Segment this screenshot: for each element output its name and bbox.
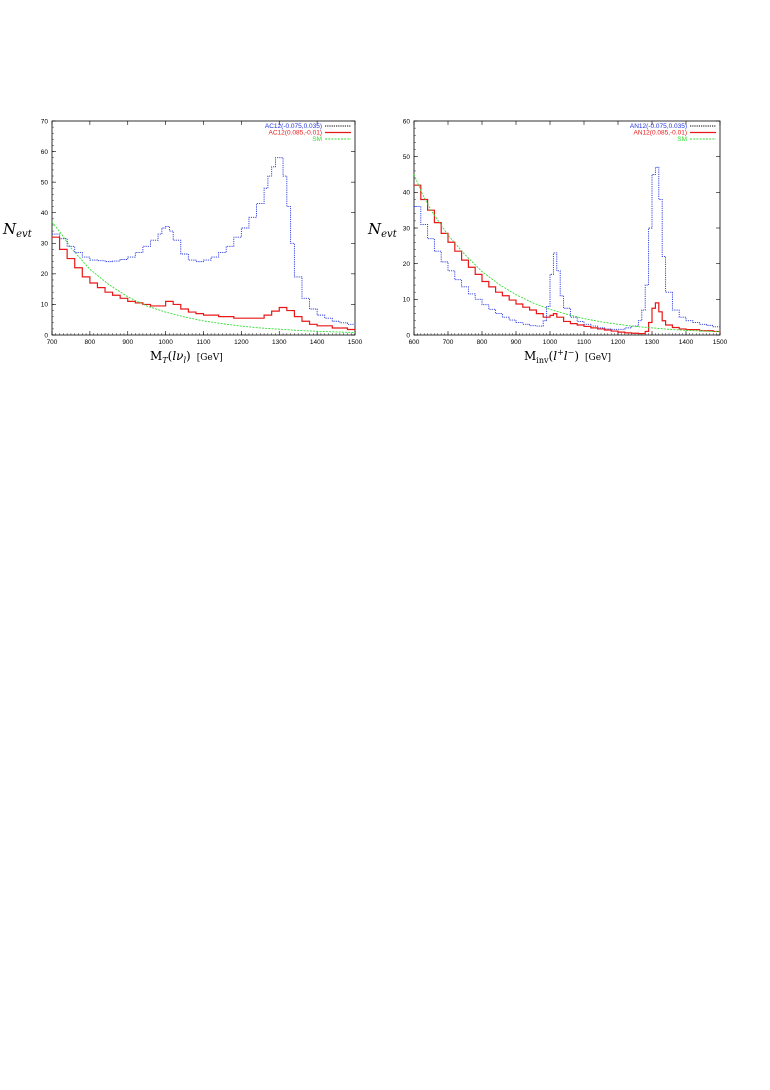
invariant-mass-chart: 600 700 800 900 1000 1100 1200 1300 1400 1500 0 10 2… xyxy=(367,118,728,365)
series-line-an12-0-075-0-035- xyxy=(414,166,721,330)
x-tick-label: 800 xyxy=(84,339,95,346)
x-tick-label: 900 xyxy=(122,339,133,346)
series-line-ac12-0-075-0-035- xyxy=(52,157,356,326)
x-tick-label: 1500 xyxy=(713,339,728,346)
x-tick-label: 1200 xyxy=(611,339,626,346)
y-tick-label: 30 xyxy=(41,241,49,248)
x-axis-label: MT(lνl) [GeV] xyxy=(150,349,223,365)
y-tick-label: 50 xyxy=(41,179,49,186)
x-tick-label: 1400 xyxy=(310,339,325,346)
legend-label: AC12(-0.075,0.035) xyxy=(265,123,322,130)
x-tick-label: 700 xyxy=(443,339,454,346)
x-tick-label: 1500 xyxy=(348,339,363,346)
legend-label: SM xyxy=(677,136,687,143)
series-line-sm xyxy=(51,221,356,333)
legend: AN12(-0.075,0.035)AN12(0.085,-0.01)SM xyxy=(630,123,716,143)
x-tick-label: 1200 xyxy=(234,339,249,346)
series-layer xyxy=(413,166,721,335)
x-axis-label: Minv(l+l−) [GeV] xyxy=(524,348,611,365)
plot-frame xyxy=(413,120,721,336)
y-tick-label: 60 xyxy=(41,149,49,156)
x-tick-label: 900 xyxy=(511,339,522,346)
y-tick-label: 70 xyxy=(41,118,49,125)
y-tick-label: 10 xyxy=(403,297,411,304)
axis-ticks: 700 800 900 1000 1100 1200 1300 1400 1500 0 10 20 30… xyxy=(41,118,363,346)
y-tick-label: 50 xyxy=(403,154,411,161)
series-line-an12-0-085-0-01- xyxy=(414,184,721,335)
y-tick-label: 0 xyxy=(44,332,48,339)
y-tick-label: 20 xyxy=(403,261,411,268)
y-tick-label: 40 xyxy=(41,210,49,217)
x-tick-label: 700 xyxy=(47,339,58,346)
legend-label: AN12(0.085,-0.01) xyxy=(634,130,687,137)
y-axis-label: Nevt xyxy=(367,220,398,240)
y-tick-label: 20 xyxy=(41,271,49,278)
x-tick-label: 600 xyxy=(409,339,420,346)
y-tick-label: 60 xyxy=(403,118,411,125)
legend-label: AN12(-0.075,0.035) xyxy=(630,123,687,130)
x-tick-label: 1100 xyxy=(577,339,591,346)
y-tick-label: 40 xyxy=(403,190,411,197)
y-axis-label: Nevt xyxy=(2,220,33,240)
legend-label: SM xyxy=(312,136,322,143)
series-line-sm xyxy=(413,174,721,333)
x-tick-label: 1000 xyxy=(158,339,173,346)
legend-label: AC12(0.085,-0.01) xyxy=(269,130,322,137)
axis-ticks: 600 700 800 900 1000 1100 1200 1300 1400 1500 0 10 2… xyxy=(403,118,728,346)
plot-frame xyxy=(51,120,356,336)
series-line-ac12-0-085-0-01- xyxy=(52,236,356,331)
x-tick-label: 1300 xyxy=(272,339,287,346)
y-tick-label: 10 xyxy=(41,302,49,309)
transverse-mass-chart: 700 800 900 1000 1100 1200 1300 1400 1500 0 10 20 30… xyxy=(2,118,363,365)
x-tick-label: 1400 xyxy=(679,339,694,346)
y-tick-label: 30 xyxy=(403,225,411,232)
y-tick-label: 0 xyxy=(406,332,410,339)
x-tick-label: 1100 xyxy=(197,339,211,346)
x-tick-label: 1300 xyxy=(645,339,660,346)
x-tick-label: 1000 xyxy=(543,339,558,346)
x-tick-label: 800 xyxy=(477,339,488,346)
legend: AC12(-0.075,0.035)AC12(0.085,-0.01)SM xyxy=(265,123,351,143)
series-layer xyxy=(51,157,356,333)
